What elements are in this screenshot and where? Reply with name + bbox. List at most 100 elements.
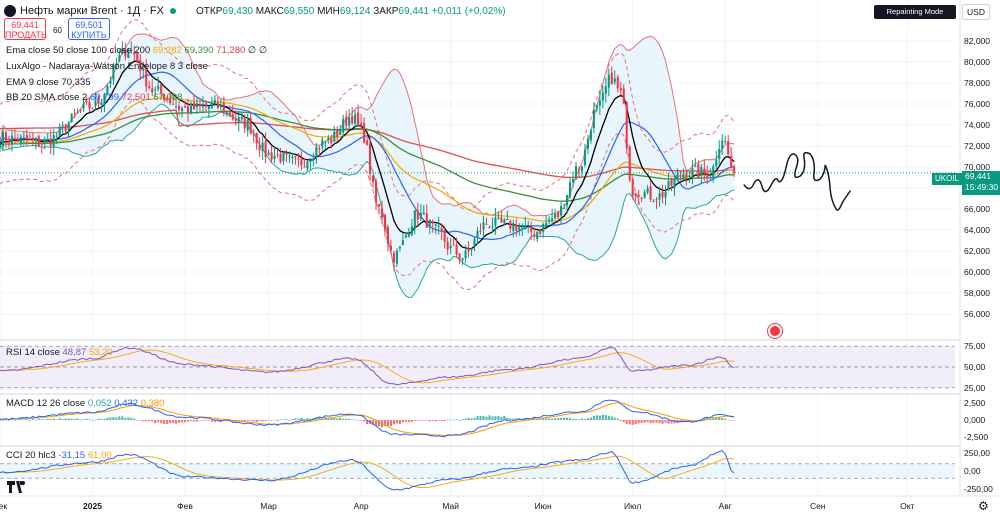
- macd-histogram-bar: [425, 420, 428, 421]
- macd-histogram-bar: [204, 420, 207, 421]
- candle-body: [628, 146, 631, 180]
- macd-histogram-bar: [148, 420, 151, 422]
- macd-histogram-bar: [613, 417, 616, 420]
- tradingview-logo-icon[interactable]: [6, 480, 28, 494]
- macd-histogram-bar: [628, 420, 631, 425]
- candle-body: [494, 217, 497, 226]
- price-axis[interactable]: 56,00058,00060,00062,00064,00066,00068,0…: [959, 0, 993, 495]
- macd-histogram-bar: [294, 418, 297, 420]
- macd-histogram-bar: [261, 420, 264, 422]
- candle-body: [506, 218, 509, 220]
- candle-body: [616, 77, 619, 89]
- legend-luxalgo[interactable]: LuxAlgo - Nadaraya-Watson Envelope 8 3 c…: [6, 61, 208, 72]
- pane-tick-label: 0,000: [964, 415, 986, 425]
- macd-histogram-bar: [482, 416, 485, 420]
- macd-histogram-bar: [178, 420, 181, 423]
- macd-histogram-bar: [527, 418, 530, 420]
- candle-body: [374, 181, 378, 203]
- price-tick-label: 74,000: [964, 120, 990, 130]
- macd-histogram-bar: [37, 418, 40, 420]
- macd-histogram-bar: [264, 420, 267, 422]
- macd-histogram-bar: [670, 420, 673, 424]
- candle-body: [658, 193, 661, 200]
- currency-selector[interactable]: USD: [962, 4, 990, 20]
- candle-body: [189, 103, 193, 114]
- legend-rsi[interactable]: RSI 14 close 48,87 53,20: [6, 347, 113, 358]
- macd-histogram-bar: [106, 417, 109, 420]
- macd-histogram-bar: [455, 419, 458, 420]
- legend-ema[interactable]: Ema close 50 close 100 close 200 69,282 …: [6, 45, 268, 56]
- hand-drawn-forecast[interactable]: [743, 151, 851, 211]
- macd-histogram-bar: [467, 417, 470, 420]
- candle-body: [106, 85, 109, 95]
- candle-body: [336, 130, 339, 137]
- pane-tick-label: 75,00: [964, 341, 986, 351]
- candle-body: [279, 153, 282, 163]
- candle-body: [571, 178, 575, 182]
- symbol-title[interactable]: Нефть марки Brent · 1Д · FX: [20, 5, 164, 17]
- us-flag-event-icon[interactable]: [768, 324, 782, 338]
- candle-body: [512, 223, 515, 232]
- candle-body: [536, 232, 539, 239]
- macd-histogram-bar: [243, 420, 246, 422]
- candle-body: [554, 213, 557, 219]
- macd-histogram-bar: [145, 420, 148, 422]
- macd-histogram-bar: [661, 420, 664, 424]
- candle-body: [730, 155, 733, 168]
- macd-histogram-bar: [348, 418, 351, 420]
- candle-body: [46, 138, 49, 140]
- macd-histogram-bar: [43, 419, 46, 421]
- legend-macd[interactable]: MACD 12 26 close 0,052 0,432 0,380: [6, 398, 165, 409]
- candle-body: [124, 49, 127, 57]
- macd-histogram-bar: [82, 419, 85, 420]
- candle-body: [733, 166, 736, 173]
- candle-body: [288, 155, 291, 157]
- candle-body: [100, 101, 103, 105]
- macd-histogram-bar: [428, 420, 431, 422]
- macd-histogram-bar: [52, 418, 55, 420]
- macd-histogram-bar: [100, 418, 103, 420]
- legend-bb[interactable]: BB 20 SMA close 2 69,799 72,501 67,098: [6, 92, 183, 103]
- candle-body: [595, 104, 598, 109]
- candle-body: [679, 175, 682, 177]
- macd-histogram-bar: [166, 420, 169, 424]
- macd-histogram-bar: [727, 419, 730, 421]
- macd-histogram-bar: [360, 420, 363, 421]
- macd-histogram-bar: [246, 420, 249, 421]
- candle-body: [210, 103, 213, 109]
- candle-body: [437, 225, 440, 227]
- legend-ema9[interactable]: EMA 9 close 70,335: [6, 77, 91, 88]
- legend-cci[interactable]: CCI 20 hlc3 -31,15 61,00: [6, 450, 112, 461]
- candle-body: [643, 191, 646, 198]
- macd-histogram-bar: [4, 419, 8, 421]
- candle-body: [434, 224, 437, 226]
- pane-tick-label: 50,00: [964, 362, 986, 372]
- macd-histogram-bar: [109, 417, 112, 420]
- price-tick-label: 60,000: [964, 267, 990, 277]
- macd-histogram-bar: [542, 417, 545, 420]
- macd-histogram-bar: [181, 420, 184, 423]
- macd-histogram-bar: [31, 418, 34, 420]
- candle-body: [521, 227, 524, 229]
- price-tick-label: 72,000: [964, 141, 990, 151]
- macd-histogram-bar: [580, 418, 583, 420]
- macd-histogram-bar: [154, 420, 157, 424]
- buy-button[interactable]: 69,501 КУПИТЬ: [68, 18, 110, 40]
- candle-body: [186, 106, 190, 113]
- macd-histogram-bar: [285, 419, 288, 420]
- candle-body: [580, 166, 583, 172]
- macd-histogram-bar: [640, 420, 643, 424]
- sell-button[interactable]: 69,441 ПРОДАТЬ: [4, 18, 47, 40]
- price-tick-label: 78,000: [964, 78, 990, 88]
- macd-histogram-bar: [583, 419, 586, 420]
- candle-body: [261, 142, 264, 152]
- brent-logo-icon: [4, 5, 16, 17]
- macd-histogram-bar: [49, 418, 52, 420]
- macd-histogram-bar: [386, 420, 390, 427]
- macd-histogram-bar: [136, 420, 139, 421]
- settings-gear-icon[interactable]: ⚙: [978, 499, 989, 513]
- macd-histogram-bar: [452, 419, 455, 421]
- time-axis[interactable]: Дек 2025 Фев Мар Апр Май Июн Июл Авг Сен Окт: [0, 495, 1000, 511]
- candle-body: [404, 235, 407, 238]
